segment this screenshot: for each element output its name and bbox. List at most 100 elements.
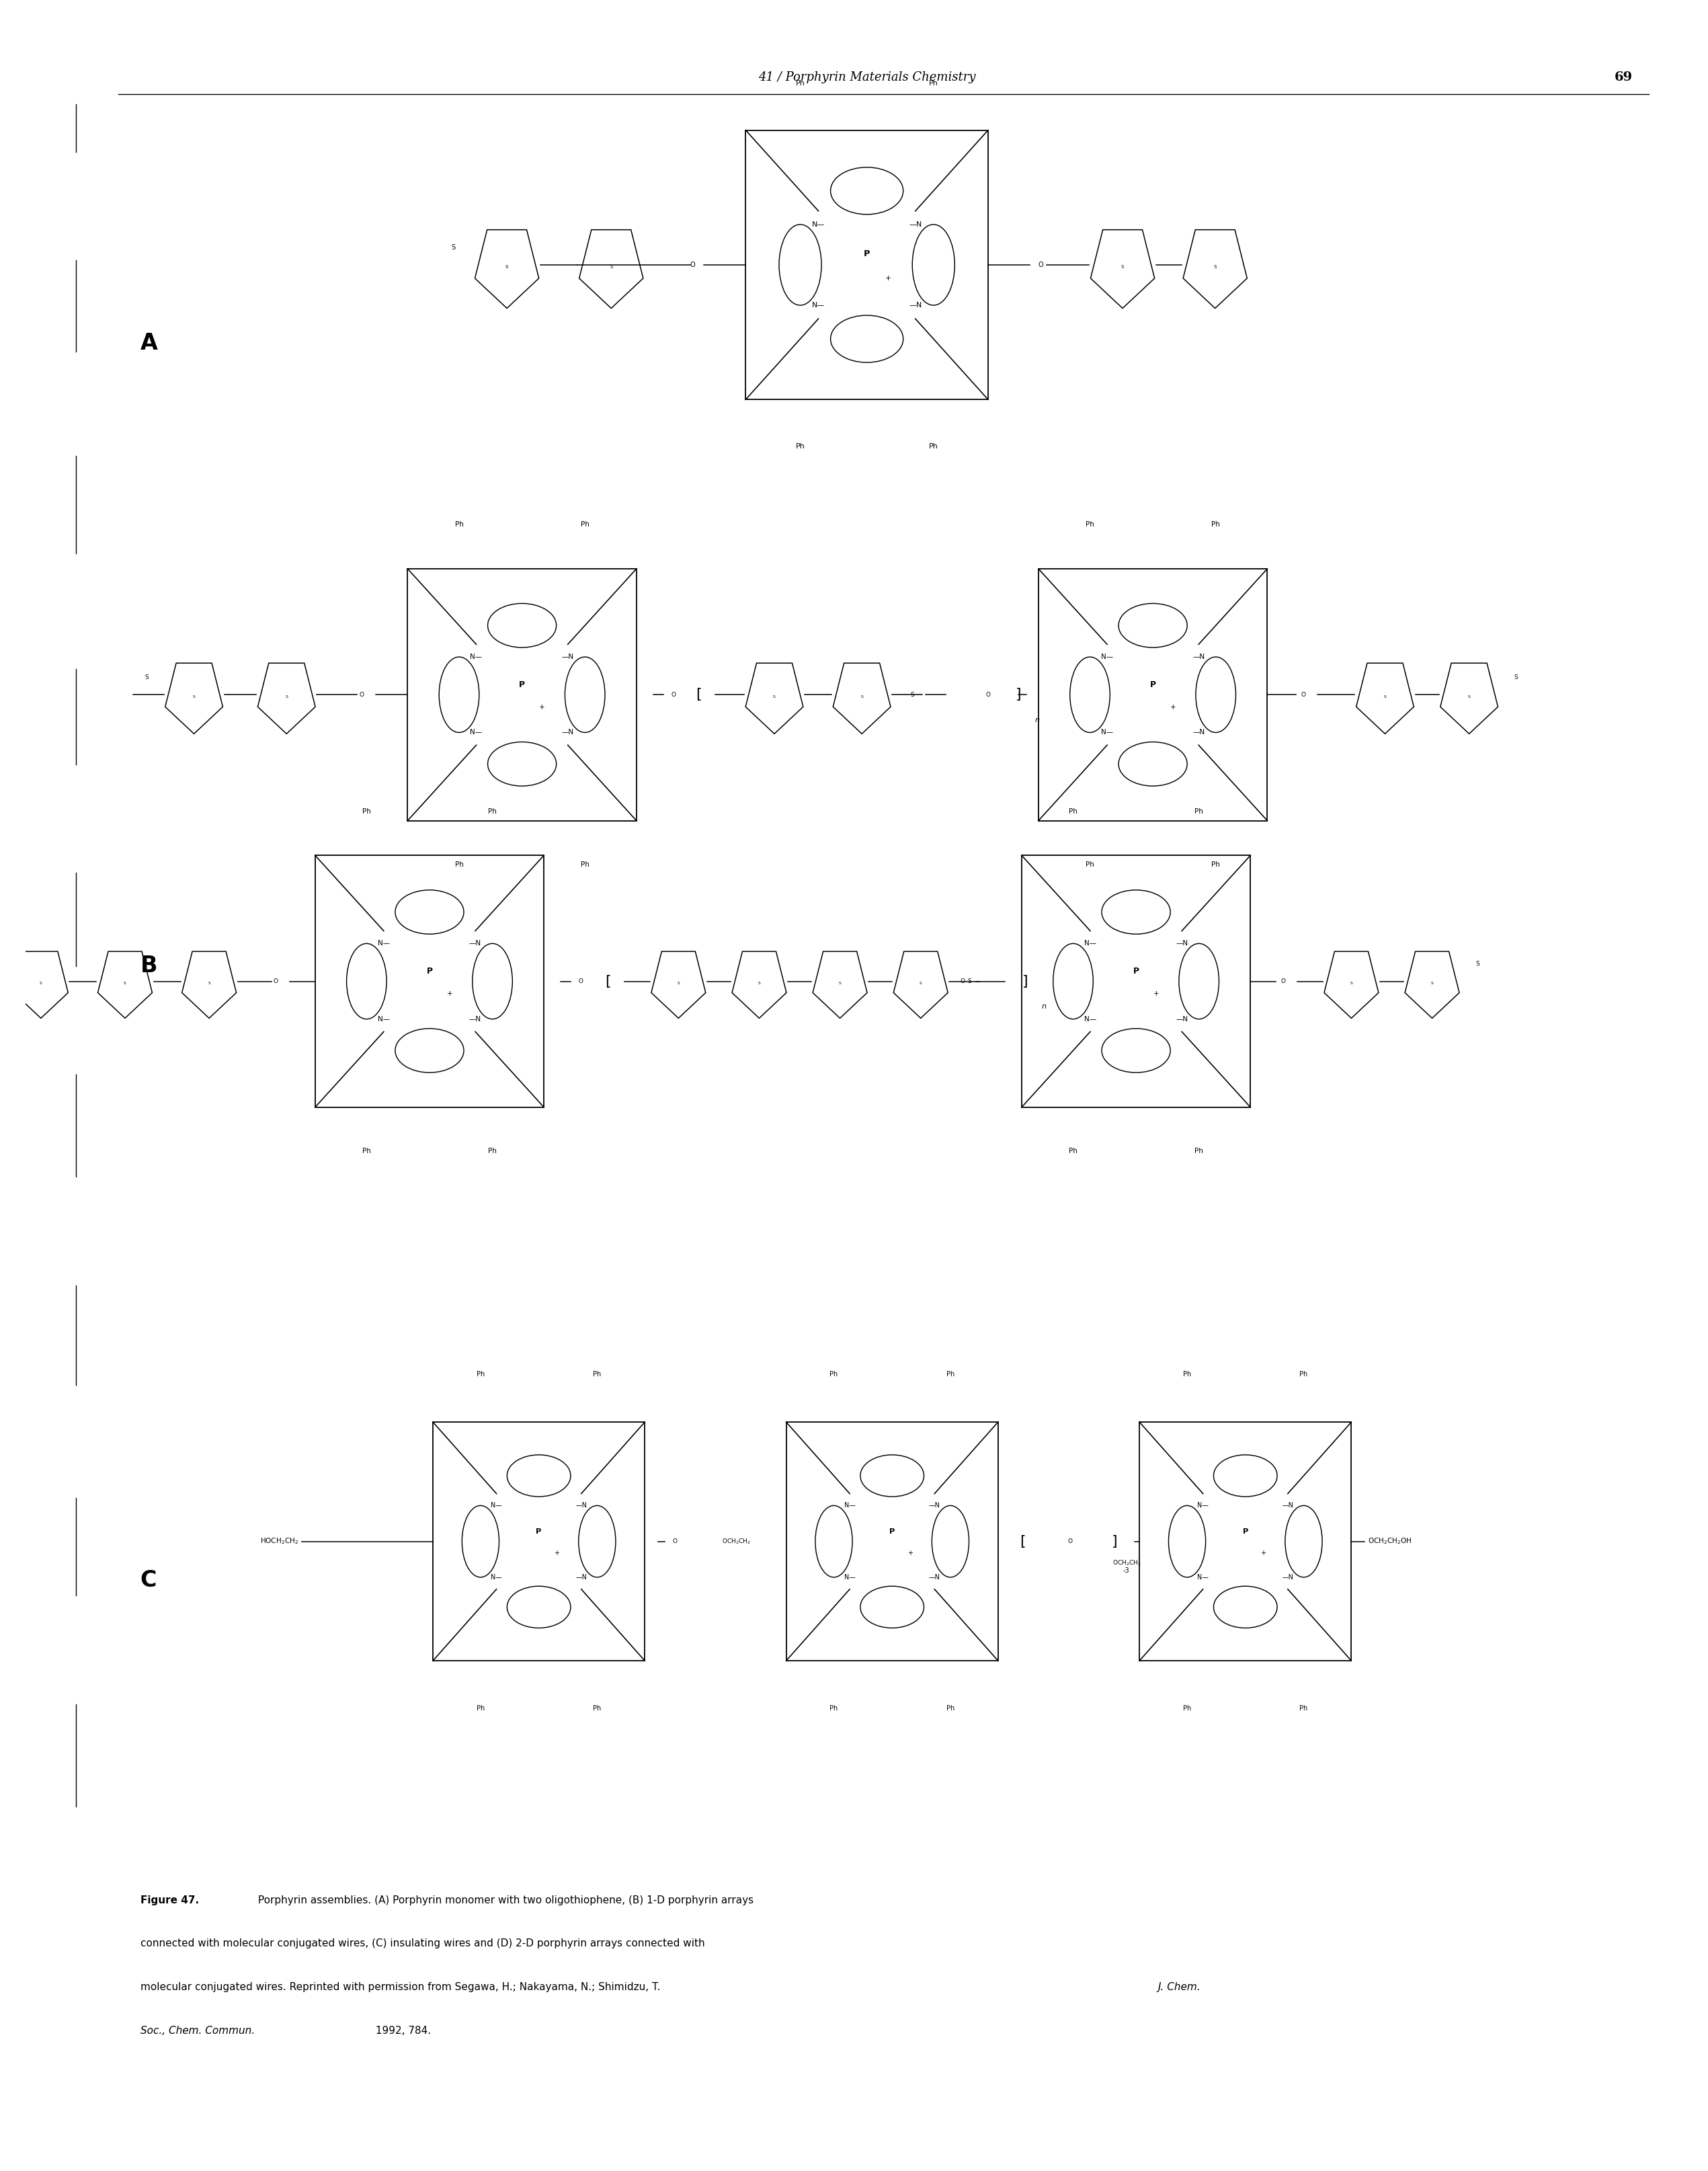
Text: S: S xyxy=(39,981,43,986)
Bar xyxy=(408,569,637,821)
Text: O: O xyxy=(359,693,364,697)
Text: P: P xyxy=(1149,680,1156,688)
Text: N—: N— xyxy=(1197,1502,1209,1509)
Text: N—: N— xyxy=(1085,1016,1097,1023)
Text: +: + xyxy=(447,990,453,996)
Text: Ph: Ph xyxy=(1300,1704,1308,1713)
Text: N—: N— xyxy=(811,302,825,308)
Text: Ph: Ph xyxy=(477,1370,485,1379)
Text: N—: N— xyxy=(490,1574,502,1580)
Text: N—: N— xyxy=(1197,1574,1209,1580)
Text: P: P xyxy=(536,1528,541,1535)
Text: +: + xyxy=(1261,1550,1267,1557)
Text: S: S xyxy=(1120,265,1124,269)
Text: Ph: Ph xyxy=(830,1370,839,1379)
Text: —N: —N xyxy=(562,729,574,736)
Text: OCH$_2$CH$_2$: OCH$_2$CH$_2$ xyxy=(1112,1559,1141,1567)
Text: —N: —N xyxy=(470,1016,482,1023)
Text: Ph: Ph xyxy=(830,1704,839,1713)
Text: —N: —N xyxy=(562,653,574,660)
Text: O: O xyxy=(1281,979,1286,983)
Text: —N: —N xyxy=(470,940,482,947)
Text: Figure 47.: Figure 47. xyxy=(140,1895,198,1906)
Text: O: O xyxy=(960,979,965,983)
Text: 41 / Porphyrin Materials Chemistry: 41 / Porphyrin Materials Chemistry xyxy=(758,72,975,82)
Text: S: S xyxy=(1349,981,1353,986)
Text: Ph: Ph xyxy=(1086,862,1095,868)
Text: —N: —N xyxy=(1175,1016,1187,1023)
Text: Ph: Ph xyxy=(593,1370,601,1379)
Text: Ph: Ph xyxy=(1211,862,1220,868)
Text: N—: N— xyxy=(1085,940,1097,947)
Text: Ph: Ph xyxy=(946,1704,955,1713)
Text: [: [ xyxy=(695,688,702,701)
Bar xyxy=(746,130,987,399)
Text: Ph: Ph xyxy=(477,1704,485,1713)
Text: Ph: Ph xyxy=(1300,1370,1308,1379)
Text: P: P xyxy=(890,1528,895,1535)
Text: S: S xyxy=(1383,695,1387,699)
Text: +: + xyxy=(1170,703,1175,710)
Text: —N: —N xyxy=(576,1574,588,1580)
Text: N—: N— xyxy=(470,729,482,736)
Text: —N: —N xyxy=(1192,729,1204,736)
Bar xyxy=(314,855,543,1107)
Text: P: P xyxy=(519,680,524,688)
Text: S: S xyxy=(208,981,210,986)
Text: —N: —N xyxy=(1283,1502,1293,1509)
Text: S: S xyxy=(839,981,842,986)
Text: +: + xyxy=(555,1550,560,1557)
Text: O: O xyxy=(673,1539,678,1544)
Text: S: S xyxy=(610,265,613,269)
Text: n: n xyxy=(1035,716,1040,723)
Text: P: P xyxy=(1132,966,1139,975)
Text: Ph: Ph xyxy=(1194,808,1202,814)
Text: ]: ] xyxy=(1015,688,1021,701)
Text: S: S xyxy=(774,695,775,699)
Text: P: P xyxy=(864,250,869,258)
Text: C: C xyxy=(140,1570,157,1591)
Text: —N: —N xyxy=(929,1502,939,1509)
Text: O: O xyxy=(273,979,278,983)
Text: N—: N— xyxy=(470,653,482,660)
Bar xyxy=(1038,569,1267,821)
Text: Ph: Ph xyxy=(1069,1148,1078,1155)
Text: Ph: Ph xyxy=(796,80,804,87)
Text: +: + xyxy=(540,703,545,710)
Text: —N: —N xyxy=(909,302,922,308)
Text: S: S xyxy=(919,981,922,986)
Text: Ph: Ph xyxy=(1194,1148,1202,1155)
Text: P: P xyxy=(1242,1528,1249,1535)
Text: HOCH$_2$CH$_2$: HOCH$_2$CH$_2$ xyxy=(260,1537,299,1546)
Text: Ph: Ph xyxy=(796,443,804,449)
Text: P: P xyxy=(427,966,432,975)
Text: Porphyrin assemblies. (A) Porphyrin monomer with two oligothiophene, (B) 1-D por: Porphyrin assemblies. (A) Porphyrin mono… xyxy=(254,1895,753,1906)
Text: Soc., Chem. Commun.: Soc., Chem. Commun. xyxy=(140,2026,254,2036)
Text: 1992, 784.: 1992, 784. xyxy=(372,2026,430,2036)
Text: Ph: Ph xyxy=(593,1704,601,1713)
Text: Ph: Ph xyxy=(929,80,938,87)
Text: N—: N— xyxy=(811,221,825,228)
Text: N—: N— xyxy=(1102,729,1114,736)
Text: O: O xyxy=(1038,261,1044,269)
Text: Ph: Ph xyxy=(362,808,371,814)
Text: S: S xyxy=(861,695,863,699)
Text: +: + xyxy=(885,276,892,282)
Bar xyxy=(786,1422,997,1661)
Text: Ph: Ph xyxy=(1086,521,1095,528)
Text: S: S xyxy=(506,265,509,269)
Text: O: O xyxy=(1301,693,1305,697)
Text: [: [ xyxy=(1020,1535,1027,1548)
Text: O: O xyxy=(690,261,695,269)
Text: Ph: Ph xyxy=(581,862,589,868)
Text: Ph: Ph xyxy=(946,1370,955,1379)
Text: S: S xyxy=(145,675,149,680)
Text: S: S xyxy=(967,979,972,983)
Text: —N: —N xyxy=(1175,940,1187,947)
Text: Ph: Ph xyxy=(454,521,463,528)
Bar xyxy=(432,1422,646,1661)
Text: S: S xyxy=(1515,675,1518,680)
Text: n: n xyxy=(1042,1003,1047,1010)
Text: connected with molecular conjugated wires, (C) insulating wires and (D) 2-D porp: connected with molecular conjugated wire… xyxy=(140,1939,704,1950)
Text: Ph: Ph xyxy=(929,443,938,449)
